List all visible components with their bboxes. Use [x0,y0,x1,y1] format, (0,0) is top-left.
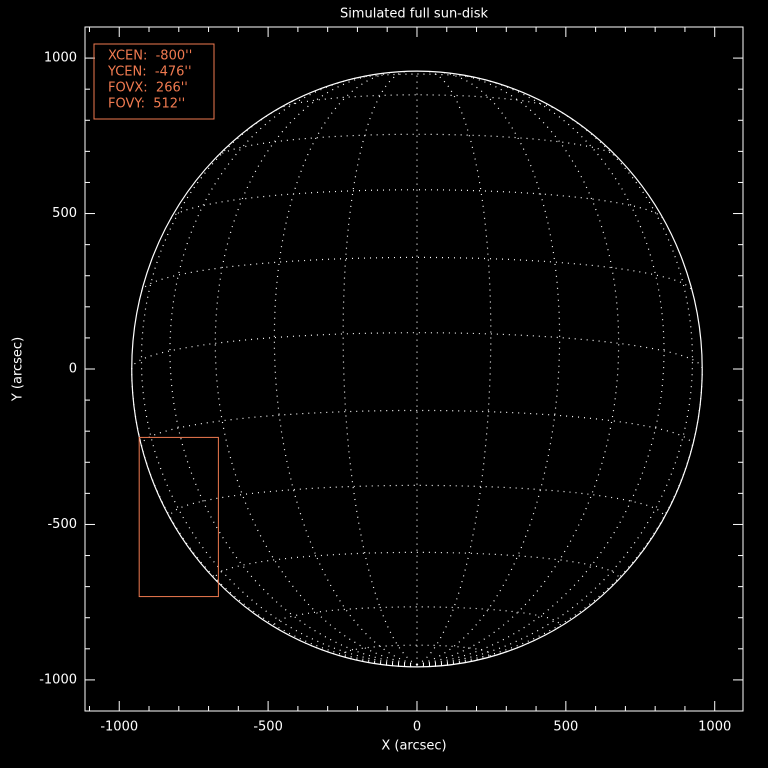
annotation: FOVY: 512'' [108,97,185,112]
annotation: YCEN: -476'' [107,65,192,80]
x-tick-label: -500 [253,720,283,735]
y-tick-label: -500 [47,517,77,532]
sun-grid-line [214,72,418,666]
sun-grid-line [416,72,620,666]
y-tick-label: 500 [52,206,77,221]
chart-title: Simulated full sun-disk [340,7,489,22]
y-tick-label: 0 [69,362,77,377]
sun-grid-line [342,644,492,660]
sun-grid-line [351,73,483,80]
x-axis-label: X (arcsec) [381,739,446,754]
y-tick-label: 1000 [44,51,77,66]
sun-limb [131,70,703,668]
x-tick-label: 1000 [698,720,731,735]
sun-grid-line [170,189,664,219]
annotation-box [93,43,215,120]
x-tick-label: 500 [553,720,578,735]
fov-box [138,436,219,598]
annotation: XCEN: -800'' [108,49,192,64]
y-tick-label: -1000 [39,672,77,687]
sun-grid-line [131,332,703,370]
x-tick-label: 0 [413,720,421,735]
sun-grid-line [277,94,557,110]
sun-grid-line [140,409,694,447]
sun-grid-line [300,640,418,666]
sun-grid-line [273,606,561,630]
y-axis-label: Y (arcsec) [11,337,26,402]
annotation: FOVX: 266'' [108,81,188,96]
x-tick-label: -1000 [100,720,138,735]
sun-grid-line [214,551,620,582]
